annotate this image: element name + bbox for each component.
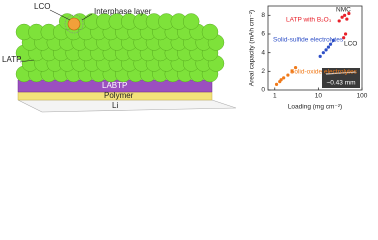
label: Li [112, 101, 118, 110]
point [324, 48, 328, 52]
label: Polymer [104, 91, 134, 100]
x-tick-label: 100 [357, 93, 368, 100]
label: Interphase layer [94, 7, 152, 16]
latp-spheres [15, 13, 225, 83]
li-layer [17, 99, 237, 113]
point [290, 69, 294, 73]
y-tick-label: 4 [261, 49, 265, 56]
label: LATP [2, 55, 21, 64]
figure: LCO Interphase layer LATP LABTP Polymer … [2, 2, 368, 113]
inset-label: ~0.43 mm [326, 80, 355, 87]
point [293, 66, 298, 70]
lco-particle [67, 17, 81, 31]
series-label: Solid-sulfide electrolytes [273, 37, 344, 44]
latp-sphere [182, 13, 200, 30]
point [274, 82, 279, 86]
point [328, 42, 333, 46]
interphase-ring [64, 14, 84, 34]
point [342, 36, 346, 40]
chart: Areal capacity (mAh cm⁻²) Loading (mg cm… [249, 5, 368, 111]
inset-photo [322, 68, 360, 88]
point [340, 15, 344, 19]
x-axis-label: Loading (mg cm⁻²) [288, 104, 342, 111]
y-tick-label: 0 [261, 87, 265, 94]
latp-sphere [201, 23, 219, 41]
point [347, 11, 351, 16]
point [282, 76, 286, 80]
annotation: NMC [336, 7, 351, 14]
point [321, 51, 325, 55]
schematic: LCO Interphase layer LATP LABTP Polymer … [2, 2, 237, 113]
point [326, 45, 331, 49]
annotation: LCO [344, 41, 357, 48]
x-tick-label: 1 [273, 93, 277, 100]
point [318, 54, 322, 59]
point [279, 78, 283, 82]
inset-sample [325, 71, 357, 75]
series-label: LATP with B₂O₃ [286, 17, 332, 24]
y-axis-label: Areal capacity (mAh cm⁻²) [249, 10, 256, 86]
x-tick-label: 10 [315, 93, 323, 100]
point [337, 19, 341, 23]
point [343, 13, 347, 17]
point [345, 17, 349, 21]
point [343, 32, 348, 36]
arrow [81, 13, 93, 21]
y-tick-label: 2 [261, 68, 265, 75]
label: LCO [34, 2, 50, 11]
arrow [19, 59, 35, 63]
point [331, 38, 335, 43]
series-label: Solid-oxide electrolytes [290, 69, 358, 76]
y-tick-label: 8 [261, 12, 265, 19]
point [286, 73, 290, 77]
y-tick-label: 6 [261, 31, 265, 38]
arrow [49, 9, 71, 21]
label: LABTP [102, 81, 127, 90]
